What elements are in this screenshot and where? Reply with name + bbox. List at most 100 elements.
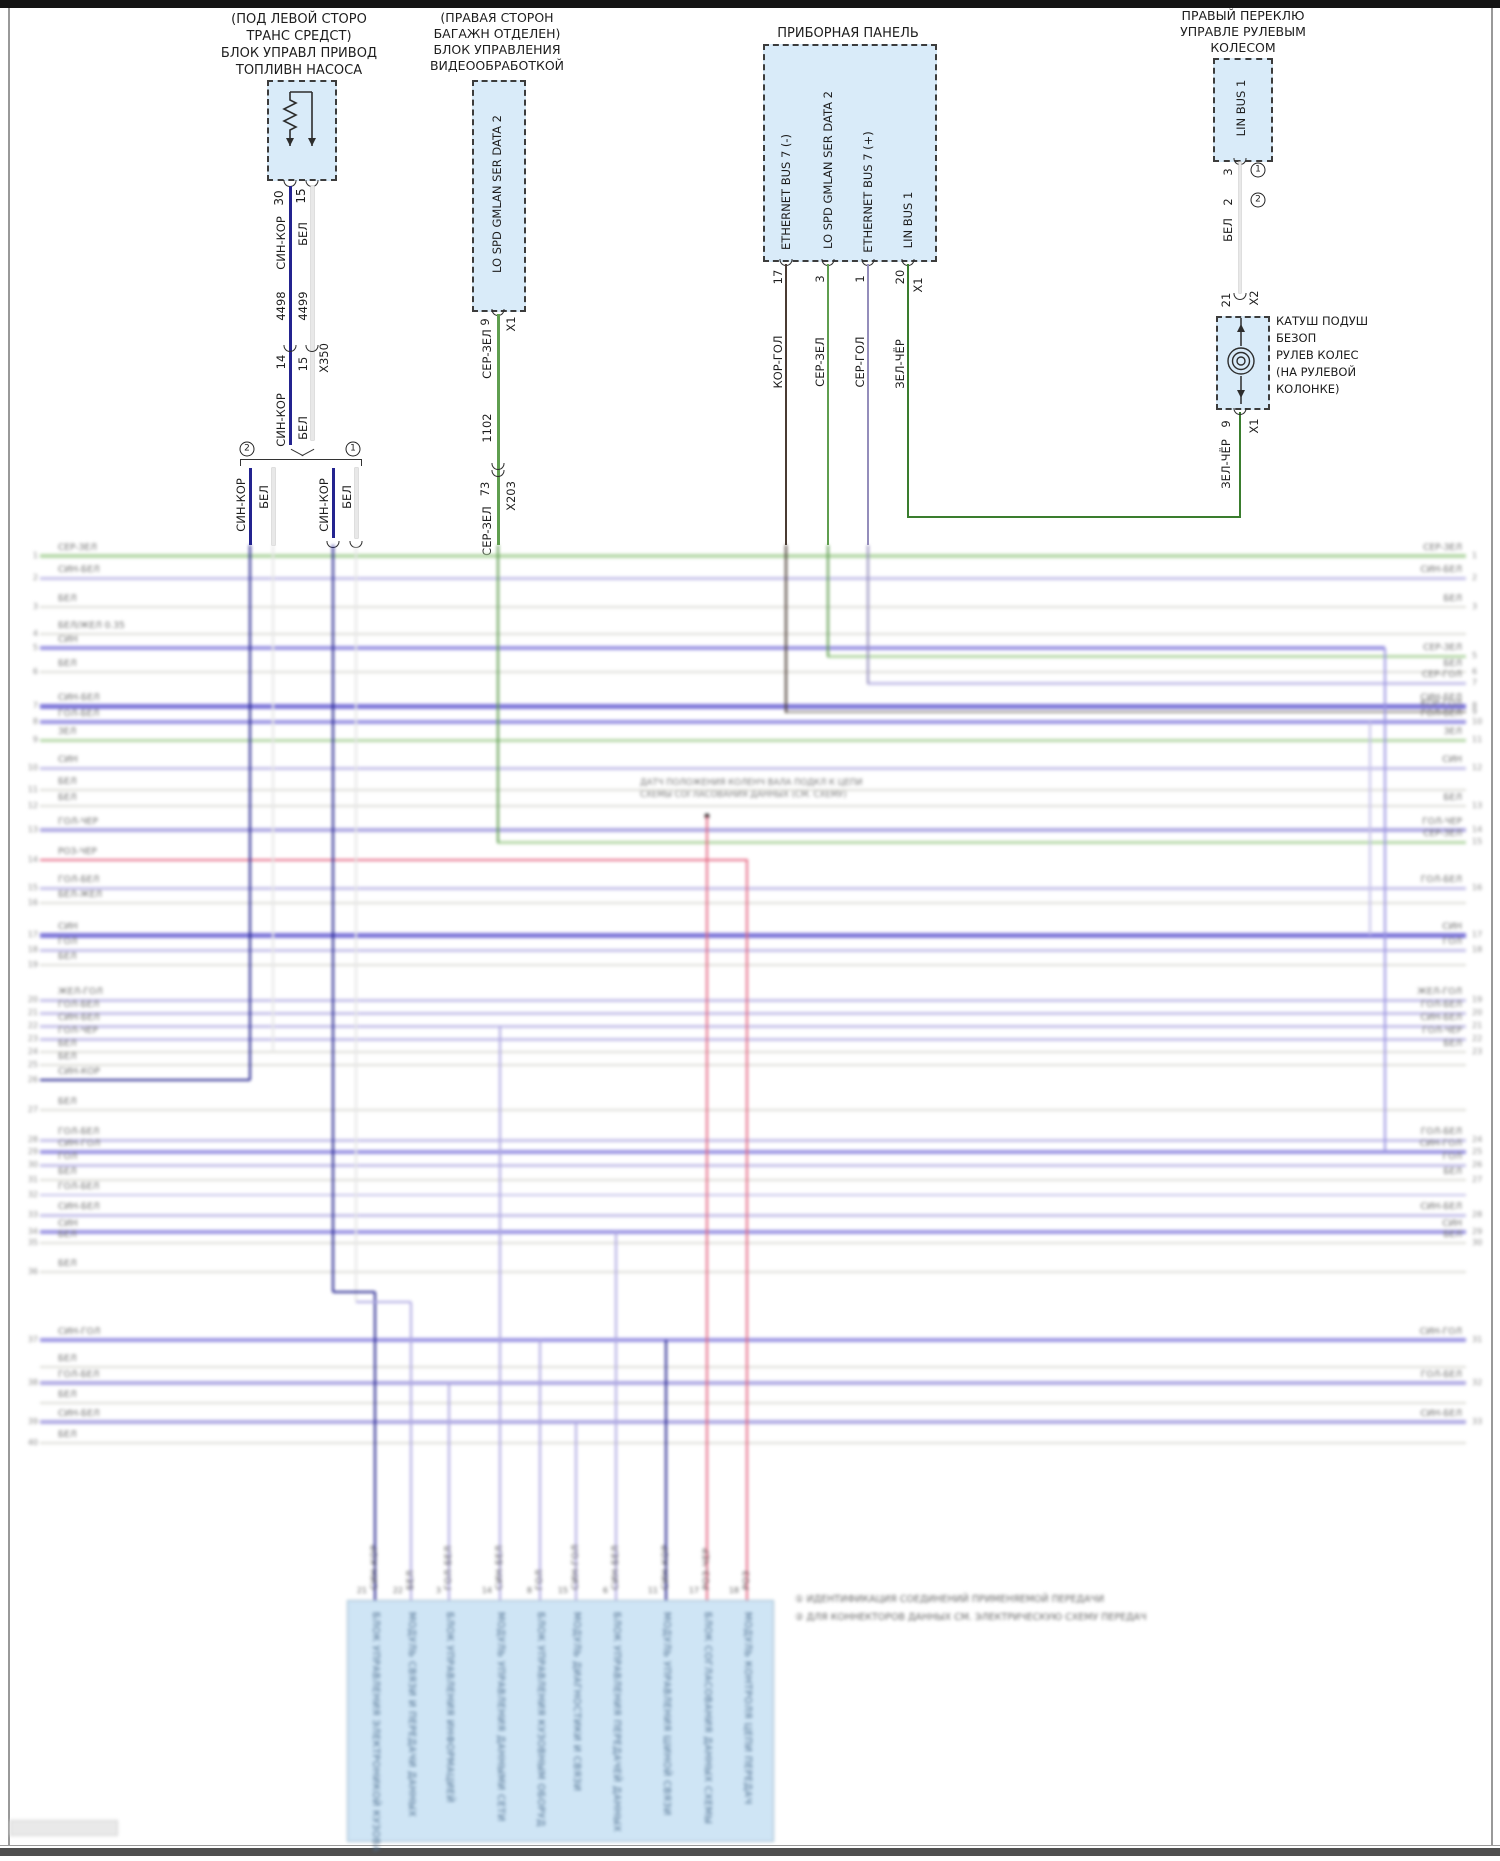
clockspring-label-5: КОЛОНКЕ) bbox=[1276, 382, 1340, 396]
wire-row-label-right: ГОЛ bbox=[1442, 1152, 1462, 1162]
wire-row-label-left: ГОЛ-БЕЛ bbox=[58, 1182, 100, 1192]
wire-row-label-right: СИН bbox=[1442, 755, 1462, 765]
wire-ser-zel-panel bbox=[826, 264, 830, 545]
wire-row-label-right: СЕР-ГОЛ bbox=[1422, 670, 1462, 680]
wire-row-number-left: 23 bbox=[27, 1034, 38, 1043]
wire-row-number-right: 1 bbox=[1472, 551, 1478, 560]
wire-row-label-left: СЕР-ЗЕЛ bbox=[58, 543, 97, 553]
wire-row bbox=[40, 1150, 1466, 1154]
wire-row-label-right: ГОЛ-БЕЛ bbox=[1420, 1127, 1462, 1137]
wire-row-number-left: 7 bbox=[32, 701, 38, 710]
wire-vertical bbox=[499, 1026, 501, 1600]
wire-row bbox=[828, 654, 1466, 658]
wire-ser-zel bbox=[496, 314, 500, 545]
wire-row-label-right: СИН-БЕЛ bbox=[1420, 1202, 1462, 1212]
wire-row-label-left: СИН-КОР bbox=[58, 1067, 100, 1077]
wire-row-label-left: БЕЛ bbox=[58, 1259, 77, 1269]
wire-row-number-left: 8 bbox=[32, 717, 38, 726]
wire-row-label-left: БЕЛ bbox=[58, 1167, 77, 1177]
wire-row-number-right: 2 bbox=[1472, 573, 1478, 582]
clockspring-label-1: КАТУШ ПОДУШ bbox=[1276, 314, 1369, 328]
branch1-wire-bel bbox=[354, 468, 358, 538]
bottom-box-column-text: БЛОК УПРАВЛЕНИЯ КУЗОВНЫМ ОБОРУД bbox=[535, 1612, 546, 1827]
wire-row-number-right: 32 bbox=[1472, 1378, 1483, 1387]
wire-row-number-left: 14 bbox=[27, 855, 38, 864]
bottom-box-column-text: БЛОК СОГЛАСОВАНИЯ ДАННЫХ СХЕМЫ bbox=[702, 1612, 713, 1825]
wire-row bbox=[40, 1338, 1466, 1342]
switch-title-3: КОЛЕСОМ bbox=[1210, 40, 1276, 55]
wire-row bbox=[40, 1230, 1466, 1234]
page-border-right bbox=[1491, 8, 1493, 1845]
bottom-box-pin-number: 15 bbox=[557, 1586, 568, 1595]
bottom-box-wire-label: СИН-КОР bbox=[370, 1544, 380, 1590]
branch-1-badge: 1 bbox=[345, 441, 361, 457]
wire-row-number-right: 22 bbox=[1472, 1034, 1483, 1043]
wire-row-label-left: ГОЛ bbox=[58, 1152, 78, 1162]
wire-row-number-left: 28 bbox=[27, 1135, 38, 1144]
wire-row-label-left: СИН bbox=[58, 755, 78, 765]
wire-row-label-left: ГОЛ bbox=[58, 937, 78, 947]
wire-row-label-left: ГОЛ-БЕЛ bbox=[58, 875, 100, 885]
wire-row bbox=[40, 1024, 1466, 1028]
bottom-box-wire-label: СИН-ГОЛ bbox=[571, 1544, 581, 1590]
wire-row bbox=[40, 1178, 1466, 1182]
bottom-box-column-text: МОДУЛЬ СВЯЗИ И ПЕРЕДАЧИ ДАННЫХ bbox=[406, 1612, 417, 1818]
wire-vertical bbox=[331, 545, 335, 1292]
bottom-box-column-text: БЛОК УПРАВЛЕНИЯ ЭЛЕКТРОНИКОЙ КУЗОВА bbox=[370, 1612, 381, 1853]
switch-note-1-badge: 1 bbox=[1250, 162, 1266, 178]
wire-row-label-left: СИН-БЕЛ bbox=[58, 693, 100, 703]
bottom-box-pin-number: 14 bbox=[481, 1586, 492, 1595]
junction-note-line-1: ДАТЧ ПОЛОЖЕНИЯ КОЛЕНЧ ВАЛА ПОДКЛ К ЦЕПИ bbox=[640, 778, 863, 788]
wire-row bbox=[40, 1037, 1466, 1041]
wire-row bbox=[40, 789, 1466, 791]
wire-row-number-right: 18 bbox=[1472, 945, 1483, 954]
wire-row-number-right: 9 bbox=[1472, 707, 1478, 716]
wire-row bbox=[40, 932, 1466, 938]
wire-row-label-right: БЕЛ bbox=[1443, 1230, 1462, 1240]
wire-row-number-left: 17 bbox=[27, 930, 38, 939]
wire-row-number-right: 5 bbox=[1472, 651, 1478, 660]
page-border-top bbox=[0, 0, 1500, 8]
wire-row bbox=[40, 576, 1466, 580]
wire-row-number-left: 12 bbox=[27, 801, 38, 810]
wire-vertical bbox=[271, 545, 275, 1052]
wire-row-label-right: БЕЛ bbox=[1443, 1039, 1462, 1049]
wire-row-number-left: 34 bbox=[27, 1227, 38, 1236]
wire-row-number-left: 4 bbox=[32, 629, 38, 638]
fuel-pump-title-4: ТОПЛИВН НАСОСА bbox=[235, 63, 363, 78]
wire-row-number-left: 27 bbox=[27, 1105, 38, 1114]
wire-row-label-right: ГОЛ-БЕЛ bbox=[1420, 1370, 1462, 1380]
bottom-box-column-text: БЛОК УПРАВЛЕНИЯ ПЕРЕДАЧЕЙ ДАННЫХ bbox=[611, 1612, 622, 1833]
wire-row bbox=[40, 1050, 1466, 1054]
wire-row-label-left: СИН bbox=[58, 635, 78, 645]
bottom-box-pin-number: 3 bbox=[435, 1586, 441, 1595]
wire-ser-gol bbox=[866, 264, 870, 545]
wire-row-number-left: 37 bbox=[27, 1335, 38, 1344]
wire-row-label-left: СИН bbox=[58, 922, 78, 932]
wire-row-number-right: 28 bbox=[1472, 1210, 1483, 1219]
wire-row-number-right: 26 bbox=[1472, 1160, 1483, 1169]
brace-tick bbox=[361, 459, 363, 466]
wire-row-label-left: БЕЛ bbox=[58, 1430, 77, 1440]
wire-row bbox=[40, 1078, 250, 1082]
wire-row-number-left: 9 bbox=[32, 735, 38, 744]
wire-row-label-right: ЗЕЛ bbox=[1443, 727, 1462, 737]
switch-note-2-badge: 2 bbox=[1250, 192, 1266, 208]
wire-sin-kor bbox=[288, 186, 292, 445]
branch2-wire-bel bbox=[271, 468, 275, 545]
wire-row-label-left: БЕЛ bbox=[58, 659, 77, 669]
wire-row-label-right: ГОЛ-ЧЕР bbox=[1422, 1026, 1462, 1036]
wire-row-label-right: ЖЕЛ-ГОЛ bbox=[1417, 987, 1462, 997]
panel-title: ПРИБОРНАЯ ПАНЕЛЬ bbox=[777, 26, 919, 41]
wire-row bbox=[40, 554, 1466, 558]
bottom-connector-box bbox=[347, 1600, 774, 1842]
wire-row-label-right: СЕР-ЗЕЛ bbox=[1423, 543, 1462, 553]
wire-row-number-right: 12 bbox=[1472, 763, 1483, 772]
wire-row-number-right: 15 bbox=[1472, 837, 1483, 846]
fuel-pump-title-1: (ПОД ЛЕВОЙ СТОРО bbox=[231, 12, 367, 27]
wire-row bbox=[40, 828, 1466, 832]
wire-row-number-left: 39 bbox=[27, 1417, 38, 1426]
wire-row-label-right: ГОЛ bbox=[1442, 937, 1462, 947]
wire-row-label-right: СИН-БЕЛ bbox=[1420, 1409, 1462, 1419]
